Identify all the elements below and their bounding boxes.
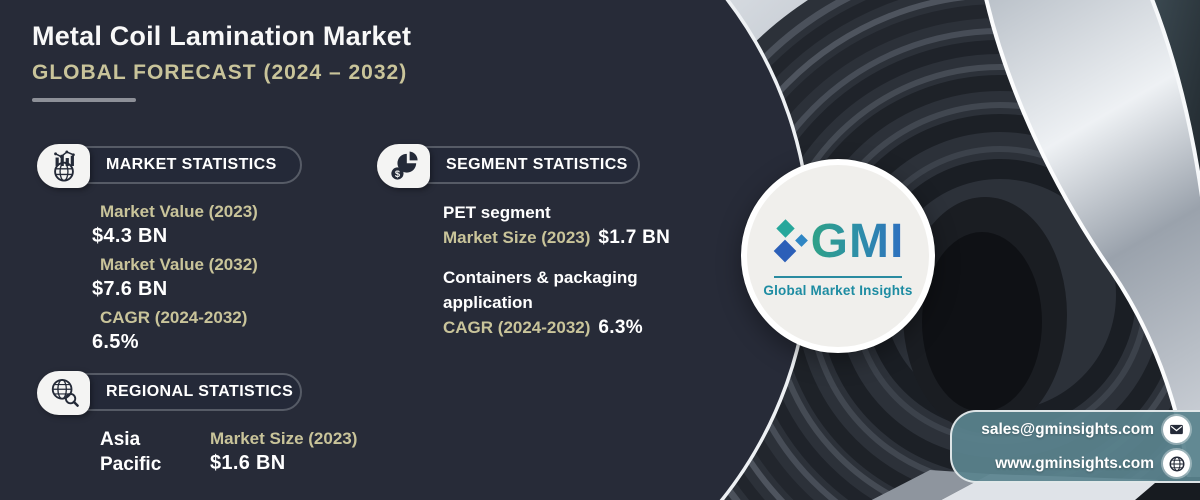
header-underline bbox=[32, 98, 136, 102]
pie-chart-dollar-icon: $ bbox=[377, 144, 430, 188]
badge-label: REGIONAL STATISTICS bbox=[106, 383, 294, 400]
market-value-2023-stat: Market Value (2023) $4.3 BN bbox=[92, 200, 302, 249]
stat-value: $4.3 BN bbox=[92, 225, 168, 247]
header: Metal Coil Lamination Market GLOBAL FORE… bbox=[32, 20, 411, 102]
logo-tagline: Global Market Insights bbox=[763, 282, 913, 298]
market-statistics-badge: MARKET STATISTICS bbox=[37, 144, 302, 188]
segment-name: PET segment bbox=[443, 203, 551, 222]
gmi-diamonds-icon bbox=[772, 218, 808, 266]
bar-chart-globe-icon bbox=[37, 144, 90, 188]
stat-label: Market Size (2023) bbox=[210, 429, 358, 448]
stat-value: 6.3% bbox=[598, 317, 643, 338]
contact-website-link[interactable]: www.gminsights.com bbox=[952, 450, 1190, 477]
segment-name: Containers & packaging application bbox=[443, 268, 638, 312]
stat-label: CAGR (2024-2032) bbox=[443, 318, 591, 337]
gmi-logo: GMI Global Market Insights bbox=[741, 159, 935, 353]
gmi-acronym: GMI bbox=[810, 214, 905, 268]
svg-text:$: $ bbox=[394, 169, 400, 179]
segment-statistics-badge: $ SEGMENT STATISTICS bbox=[377, 144, 640, 188]
regional-statistics-section: REGIONAL STATISTICS Asia Pacific Market … bbox=[37, 371, 357, 477]
envelope-icon bbox=[1163, 416, 1190, 443]
globe-icon bbox=[1163, 450, 1190, 477]
stat-label: CAGR (2024-2032) bbox=[100, 308, 248, 327]
stat-label: Market Size (2023) bbox=[443, 228, 591, 247]
stat-value: $7.6 BN bbox=[92, 278, 168, 300]
stat-label: Market Value (2032) bbox=[100, 255, 258, 274]
region-name: Asia Pacific bbox=[100, 429, 162, 475]
contact-email-text: sales@gminsights.com bbox=[981, 420, 1154, 438]
market-cagr-stat: CAGR (2024-2032) 6.5% bbox=[92, 306, 302, 355]
market-statistics-section: MARKET STATISTICS Market Value (2023) $4… bbox=[37, 144, 302, 359]
regional-statistics-badge: REGIONAL STATISTICS bbox=[37, 371, 302, 415]
contact-email-link[interactable]: sales@gminsights.com bbox=[952, 416, 1190, 443]
segment-statistics-section: $ SEGMENT STATISTICS PET segment Market … bbox=[377, 144, 675, 355]
pet-segment-group: PET segment Market Size (2023) $1.7 BN bbox=[443, 200, 675, 249]
stat-value: $1.7 BN bbox=[598, 227, 671, 248]
logo-divider bbox=[774, 275, 902, 278]
badge-label: SEGMENT STATISTICS bbox=[446, 156, 628, 173]
market-value-2032-stat: Market Value (2032) $7.6 BN bbox=[92, 253, 302, 302]
regional-stat: Market Size (2023) $1.6 BN bbox=[210, 427, 357, 476]
forecast-subtitle: GLOBAL FORECAST (2024 – 2032) bbox=[32, 61, 408, 84]
stat-label: Market Value (2023) bbox=[100, 202, 258, 221]
contact-box: sales@gminsights.com www.gminsights.com bbox=[950, 410, 1200, 483]
stat-value: $1.6 BN bbox=[210, 452, 286, 474]
page-title: Metal Coil Lamination Market bbox=[32, 21, 412, 51]
containers-packaging-group: Containers & packaging application CAGR … bbox=[443, 265, 675, 339]
badge-label: MARKET STATISTICS bbox=[106, 156, 277, 173]
stat-value: 6.5% bbox=[92, 331, 139, 353]
globe-magnifier-icon bbox=[37, 371, 90, 415]
contact-website-text: www.gminsights.com bbox=[995, 454, 1154, 472]
